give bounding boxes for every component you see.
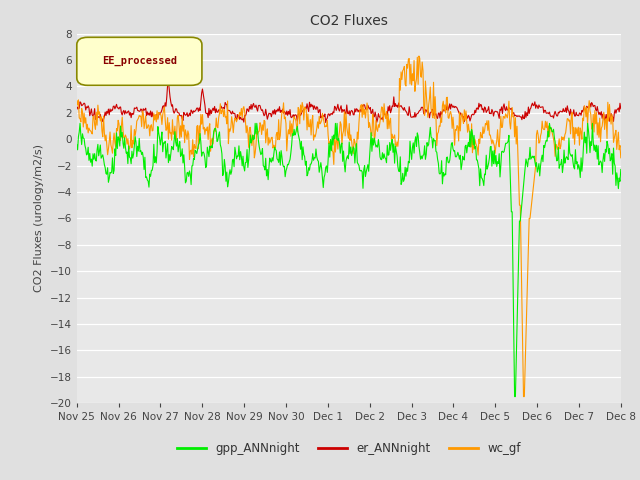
- wc_gf: [218, 108, 226, 114]
- gpp_ANNnight: [73, 142, 81, 147]
- wc_gf: [250, 155, 258, 161]
- wc_gf: [73, 98, 81, 104]
- gpp_ANNnight: [89, 151, 97, 156]
- Title: CO2 Fluxes: CO2 Fluxes: [310, 14, 388, 28]
- wc_gf: [415, 53, 423, 59]
- gpp_ANNnight: [617, 167, 625, 172]
- Line: er_ANNnight: er_ANNnight: [77, 81, 621, 122]
- FancyBboxPatch shape: [77, 37, 202, 85]
- er_ANNnight: [88, 112, 96, 118]
- Line: gpp_ANNnight: gpp_ANNnight: [77, 123, 621, 396]
- wc_gf: [520, 394, 527, 399]
- Legend: gpp_ANNnight, er_ANNnight, wc_gf: gpp_ANNnight, er_ANNnight, wc_gf: [172, 438, 526, 460]
- gpp_ANNnight: [511, 394, 518, 399]
- er_ANNnight: [161, 100, 169, 106]
- wc_gf: [617, 155, 625, 161]
- er_ANNnight: [532, 102, 540, 108]
- Line: wc_gf: wc_gf: [77, 56, 621, 396]
- gpp_ANNnight: [219, 173, 227, 179]
- er_ANNnight: [73, 107, 81, 112]
- wc_gf: [88, 131, 96, 137]
- wc_gf: [161, 117, 169, 123]
- gpp_ANNnight: [532, 160, 540, 166]
- er_ANNnight: [568, 111, 575, 117]
- wc_gf: [532, 132, 540, 137]
- er_ANNnight: [164, 78, 172, 84]
- Y-axis label: CO2 Fluxes (urology/m2/s): CO2 Fluxes (urology/m2/s): [35, 144, 44, 292]
- gpp_ANNnight: [568, 153, 575, 159]
- er_ANNnight: [617, 106, 625, 112]
- er_ANNnight: [322, 120, 330, 125]
- wc_gf: [568, 113, 575, 119]
- er_ANNnight: [252, 104, 259, 110]
- gpp_ANNnight: [76, 120, 84, 126]
- gpp_ANNnight: [162, 155, 170, 161]
- gpp_ANNnight: [252, 120, 259, 126]
- Text: EE_processed: EE_processed: [102, 56, 177, 66]
- er_ANNnight: [219, 105, 227, 111]
